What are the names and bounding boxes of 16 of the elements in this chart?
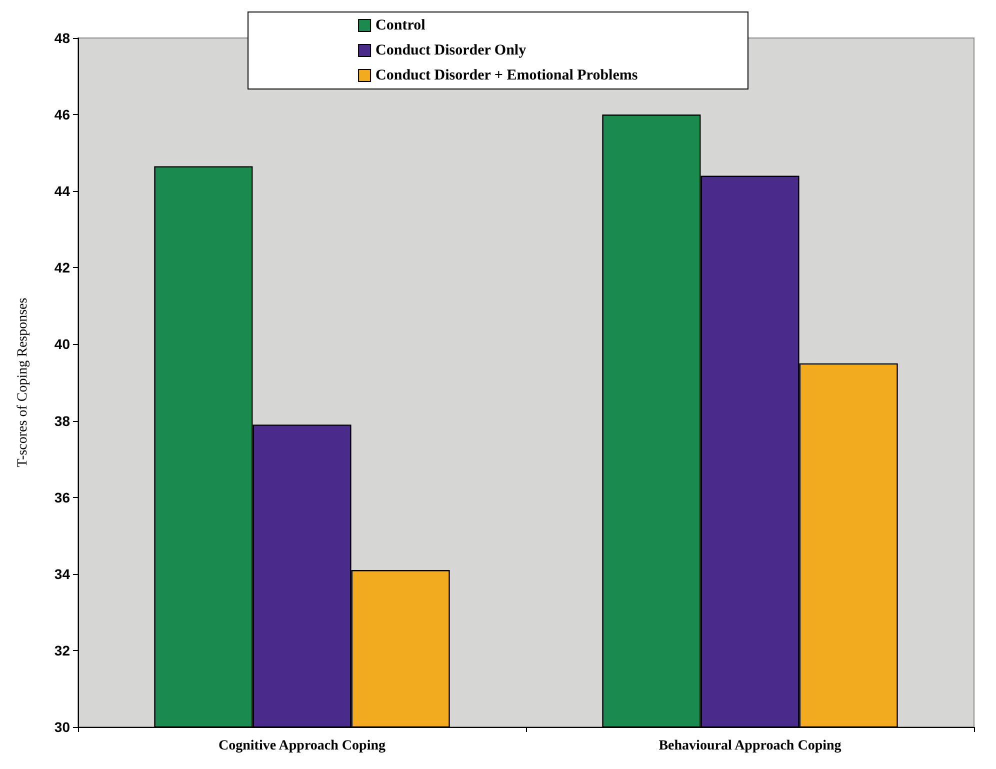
y-tick-label: 30 (54, 719, 70, 735)
y-tick-label: 42 (54, 260, 70, 276)
legend-label: Control (376, 18, 426, 34)
legend-label: Conduct Disorder Only (376, 42, 527, 58)
legend-label: Conduct Disorder + Emotional Problems (376, 68, 638, 84)
y-tick-label: 32 (54, 642, 70, 658)
y-tick-label: 38 (54, 412, 70, 429)
y-tick-label: 36 (54, 489, 70, 506)
y-tick-label: 40 (54, 336, 70, 352)
y-axis-title: T-scores of Coping Responses (16, 298, 30, 468)
y-tick-label: 46 (54, 106, 70, 123)
y-tick-label: 48 (54, 30, 70, 46)
x-tick-label: Behavioural Approach Coping (658, 738, 842, 754)
y-tick-label: 44 (54, 183, 70, 200)
x-tick-label: Cognitive Approach Coping (218, 738, 386, 754)
y-tick-label: 34 (54, 566, 70, 582)
